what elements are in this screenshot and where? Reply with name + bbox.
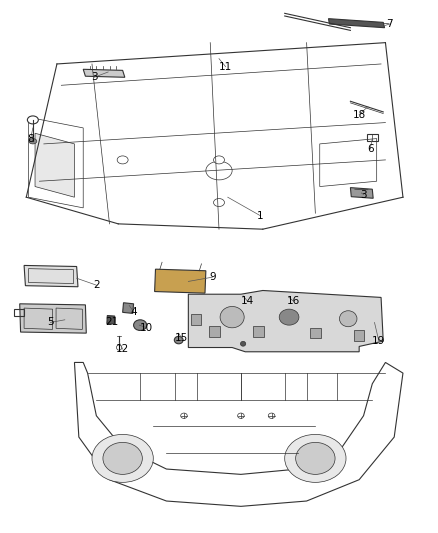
Text: 15: 15 [175,334,188,343]
Polygon shape [35,133,74,197]
Text: 18: 18 [353,110,366,119]
Polygon shape [328,19,385,28]
Polygon shape [188,290,383,352]
Ellipse shape [206,161,232,180]
Ellipse shape [180,413,187,418]
Text: 6: 6 [367,144,374,154]
Ellipse shape [214,156,224,164]
Ellipse shape [279,309,299,325]
Text: 21: 21 [105,318,118,327]
Text: 4: 4 [130,307,137,317]
Bar [253,326,264,337]
Polygon shape [20,304,86,333]
Text: 16: 16 [287,296,300,306]
Ellipse shape [240,341,246,346]
Polygon shape [155,269,206,293]
Ellipse shape [214,199,224,207]
Text: 11: 11 [219,62,232,71]
Polygon shape [107,316,115,324]
Text: 19: 19 [372,336,385,346]
Text: 1: 1 [257,211,264,221]
Text: 2: 2 [93,280,100,290]
Text: 7: 7 [386,19,393,29]
Text: 14: 14 [241,296,254,306]
Text: 8: 8 [27,134,34,143]
Bar [191,314,201,325]
Ellipse shape [296,442,335,474]
Ellipse shape [27,116,39,124]
Text: 5: 5 [47,318,54,327]
Text: 9: 9 [209,272,216,282]
Polygon shape [350,188,373,198]
Ellipse shape [29,139,37,144]
Ellipse shape [103,442,142,474]
Polygon shape [24,265,78,287]
Text: 3: 3 [91,72,98,82]
Ellipse shape [339,311,357,327]
Ellipse shape [117,345,122,350]
Text: 12: 12 [116,344,129,354]
Bar [354,330,364,341]
Ellipse shape [92,434,153,482]
Ellipse shape [237,413,244,418]
Ellipse shape [268,413,275,418]
Ellipse shape [220,306,244,328]
Ellipse shape [134,320,147,330]
Polygon shape [83,69,125,77]
Ellipse shape [174,336,183,344]
Ellipse shape [117,156,128,164]
Text: 3: 3 [360,190,367,199]
Bar [209,326,220,337]
Bar [310,328,321,338]
Text: 10: 10 [140,323,153,333]
Polygon shape [123,303,134,313]
Ellipse shape [285,434,346,482]
